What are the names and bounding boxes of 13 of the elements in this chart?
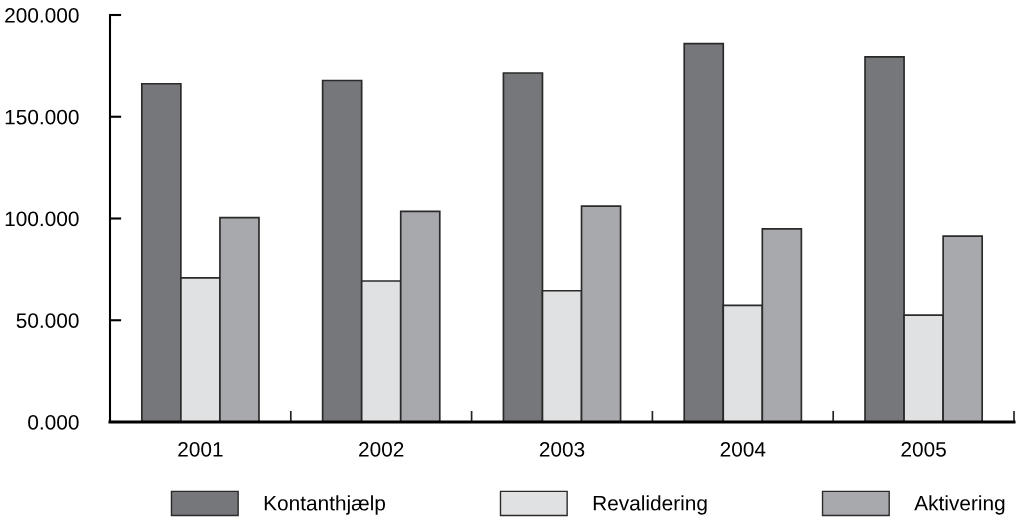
x-tick-label: 2003 (539, 441, 585, 457)
legend-label: Kontanthjælp (264, 495, 386, 515)
y-tick-label: 50.000 (16, 313, 79, 328)
x-tick-label: 2005 (901, 441, 946, 457)
x-tick-label: 2001 (178, 441, 223, 457)
y-tick-label: 0.000 (28, 415, 79, 430)
y-tick-label: 150.000 (5, 109, 79, 125)
y-tick-label: 100.000 (5, 211, 79, 227)
legend-label: Revalidering (593, 495, 707, 515)
x-tick-label: 2002 (359, 441, 404, 457)
legend-label: Aktivering (914, 495, 1005, 515)
y-tick-label: 200.000 (5, 8, 79, 23)
x-tick-label: 2004 (720, 441, 766, 457)
